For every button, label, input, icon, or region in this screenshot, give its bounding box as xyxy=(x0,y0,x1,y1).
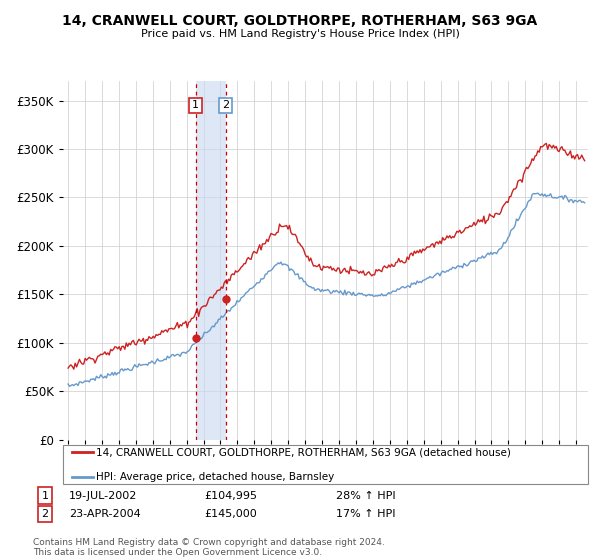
Text: 2: 2 xyxy=(222,100,229,110)
Text: 1: 1 xyxy=(192,100,199,110)
Text: HPI: Average price, detached house, Barnsley: HPI: Average price, detached house, Barn… xyxy=(96,472,334,482)
Text: 14, CRANWELL COURT, GOLDTHORPE, ROTHERHAM, S63 9GA (detached house): 14, CRANWELL COURT, GOLDTHORPE, ROTHERHA… xyxy=(96,447,511,458)
Text: 14, CRANWELL COURT, GOLDTHORPE, ROTHERHAM, S63 9GA: 14, CRANWELL COURT, GOLDTHORPE, ROTHERHA… xyxy=(62,14,538,28)
Text: 28% ↑ HPI: 28% ↑ HPI xyxy=(336,491,395,501)
Text: 1: 1 xyxy=(41,491,49,501)
Text: 19-JUL-2002: 19-JUL-2002 xyxy=(69,491,137,501)
Text: Price paid vs. HM Land Registry's House Price Index (HPI): Price paid vs. HM Land Registry's House … xyxy=(140,29,460,39)
Text: £145,000: £145,000 xyxy=(204,509,257,519)
Text: 17% ↑ HPI: 17% ↑ HPI xyxy=(336,509,395,519)
Bar xyxy=(196,81,226,440)
Text: Contains HM Land Registry data © Crown copyright and database right 2024.
This d: Contains HM Land Registry data © Crown c… xyxy=(33,538,385,557)
Text: £104,995: £104,995 xyxy=(204,491,257,501)
Text: 2: 2 xyxy=(41,509,49,519)
Text: 23-APR-2004: 23-APR-2004 xyxy=(69,509,141,519)
